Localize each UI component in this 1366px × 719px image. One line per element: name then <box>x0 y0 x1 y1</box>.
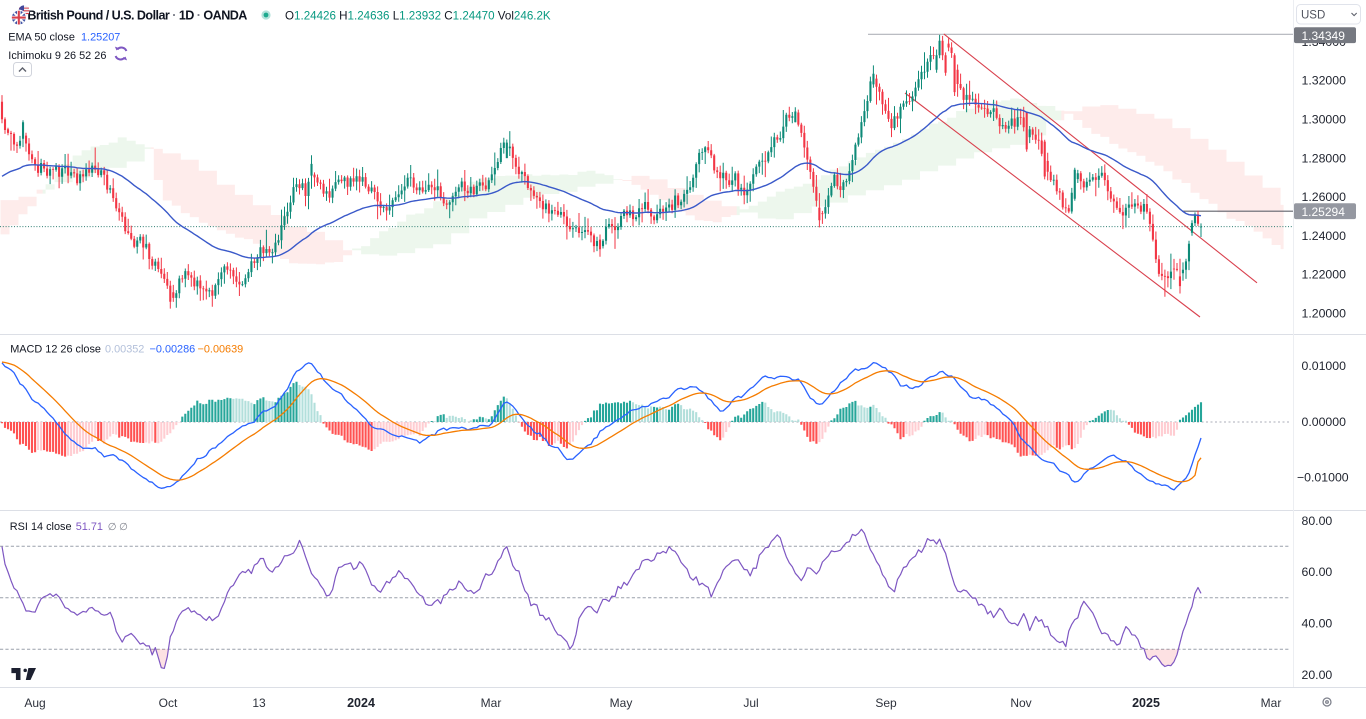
svg-text:2025: 2025 <box>1132 696 1160 710</box>
svg-text:Aug: Aug <box>24 696 45 710</box>
svg-text:1.25294: 1.25294 <box>1302 205 1346 219</box>
svg-text:Nov: Nov <box>1010 696 1031 710</box>
svg-text:O1.24426 H1.24636 L1.23932 C1.: O1.24426 H1.24636 L1.23932 C1.24470 Vol2… <box>285 9 551 22</box>
svg-text:0.00000: 0.00000 <box>1302 415 1347 429</box>
svg-text:1.32000: 1.32000 <box>1302 74 1347 88</box>
svg-text:−0.00286: −0.00286 <box>150 344 196 356</box>
svg-text:0.00352: 0.00352 <box>105 344 144 356</box>
svg-text:Oct: Oct <box>159 696 178 710</box>
svg-text:USD: USD <box>1301 10 1325 22</box>
svg-text:40.00: 40.00 <box>1302 617 1333 631</box>
svg-text:60.00: 60.00 <box>1302 565 1333 579</box>
svg-text:Sep: Sep <box>875 696 897 710</box>
svg-text:80.00: 80.00 <box>1302 514 1333 528</box>
svg-text:MACD 12 26 close: MACD 12 26 close <box>10 344 101 356</box>
svg-text:EMA 50 close: EMA 50 close <box>8 31 75 43</box>
svg-text:1.25207: 1.25207 <box>81 31 120 43</box>
svg-text:1.26000: 1.26000 <box>1302 190 1347 204</box>
svg-text:−0.00639: −0.00639 <box>198 344 244 356</box>
svg-text:RSI 14 close: RSI 14 close <box>10 521 72 533</box>
svg-text:∅ ∅: ∅ ∅ <box>108 522 128 533</box>
svg-text:13: 13 <box>252 696 266 710</box>
svg-text:1.22000: 1.22000 <box>1302 268 1347 282</box>
svg-text:0.01000: 0.01000 <box>1302 359 1347 373</box>
svg-text:51.71: 51.71 <box>76 521 103 533</box>
svg-text:−0.01000: −0.01000 <box>1297 470 1349 484</box>
svg-text:May: May <box>610 696 633 710</box>
svg-text:Jul: Jul <box>743 696 758 710</box>
svg-text:20.00: 20.00 <box>1302 668 1333 682</box>
svg-text:Mar: Mar <box>481 696 502 710</box>
svg-text:1.34349: 1.34349 <box>1302 29 1346 43</box>
svg-text:1.30000: 1.30000 <box>1302 113 1347 127</box>
svg-text:Mar: Mar <box>1261 696 1282 710</box>
svg-text:Ichimoku 9 26 52 26: Ichimoku 9 26 52 26 <box>8 50 106 62</box>
svg-text:British Pound / U.S. Dollar ·: British Pound / U.S. Dollar · 1D · OANDA <box>27 9 247 23</box>
svg-text:1.28000: 1.28000 <box>1302 151 1347 165</box>
svg-text:2024: 2024 <box>347 696 375 710</box>
svg-text:1.20000: 1.20000 <box>1302 307 1347 321</box>
svg-text:1.24000: 1.24000 <box>1302 229 1347 243</box>
